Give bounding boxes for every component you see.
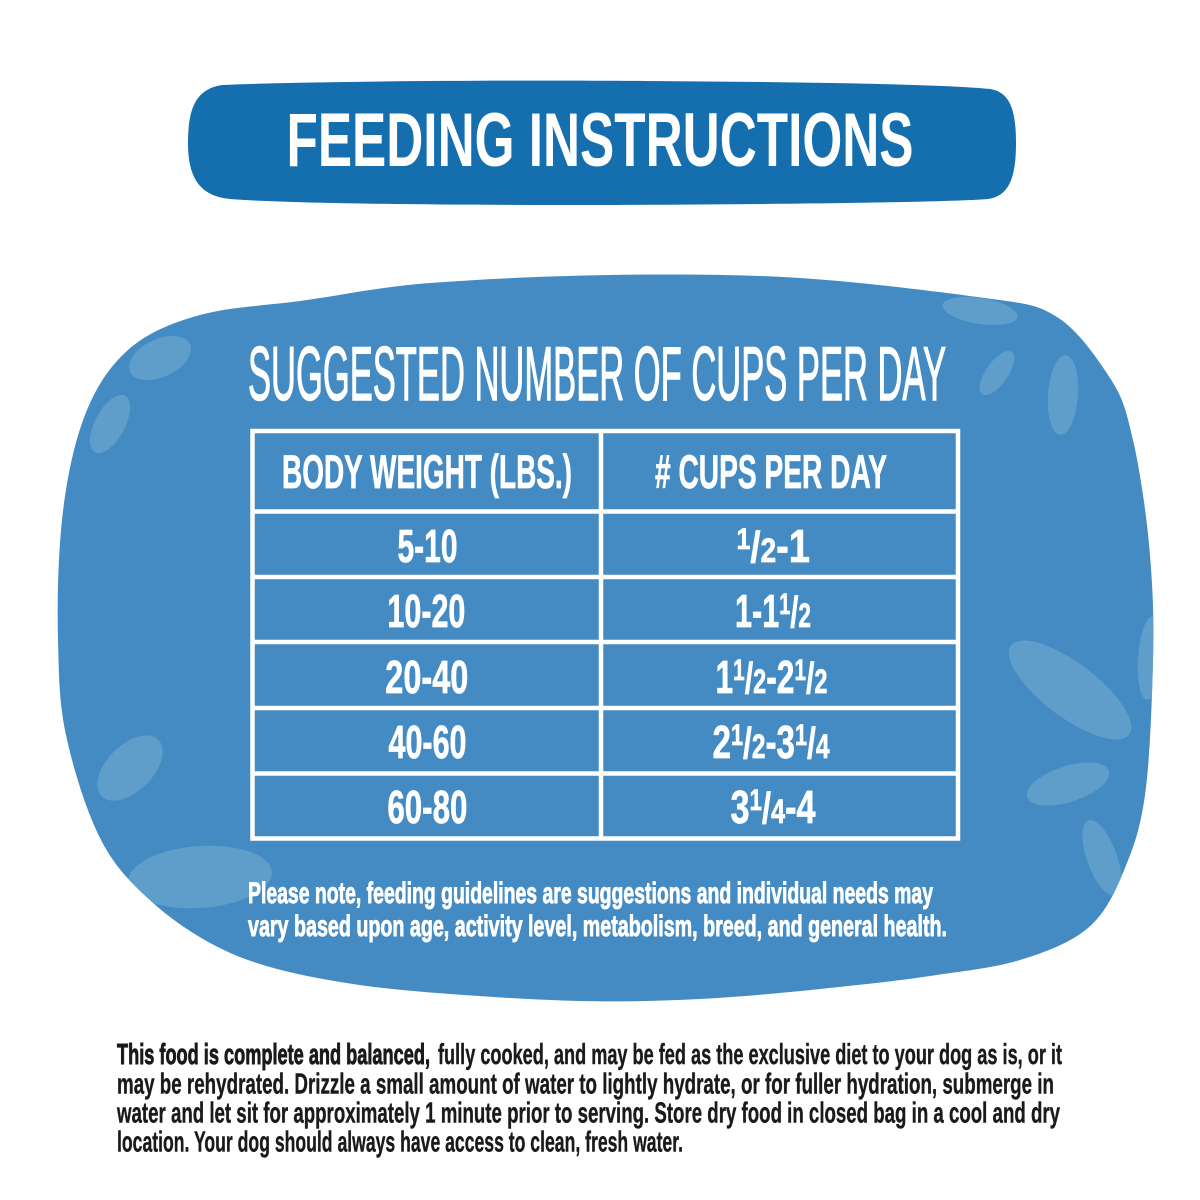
svg-text:FEEDING INSTRUCTIONS: FEEDING INSTRUCTIONS	[287, 98, 914, 183]
svg-text:21/2-31/4: 21/2-31/4	[713, 716, 830, 768]
svg-text:fully cooked, and may be fed a: fully cooked, and may be fed as the excl…	[438, 1039, 1062, 1071]
svg-text:location. Your dog should alwa: location. Your dog should always have ac…	[117, 1127, 683, 1159]
svg-text:11/2-21/2: 11/2-21/2	[716, 651, 828, 703]
svg-text:This food is complete and bala: This food is complete and balanced,	[117, 1039, 430, 1071]
svg-text:Please note, feeding guideline: Please note, feeding guidelines are sugg…	[248, 877, 933, 910]
svg-text:may be rehydrated. Drizzle a s: may be rehydrated. Drizzle a small amoun…	[117, 1068, 1054, 1100]
svg-text:10-20: 10-20	[387, 585, 465, 637]
svg-text:20-40: 20-40	[385, 651, 468, 703]
svg-text:# CUPS PER DAY: # CUPS PER DAY	[655, 445, 887, 498]
svg-text:60-80: 60-80	[387, 781, 467, 833]
svg-text:water and let sit for approxim: water and let sit for approximately 1 mi…	[116, 1098, 1060, 1130]
svg-text:40-60: 40-60	[389, 716, 467, 768]
svg-text:SUGGESTED NUMBER OF CUPS PER D: SUGGESTED NUMBER OF CUPS PER DAY	[248, 332, 946, 417]
svg-text:1/2-1: 1/2-1	[737, 520, 811, 572]
svg-text:5-10: 5-10	[398, 520, 458, 572]
svg-text:1-11/2: 1-11/2	[735, 585, 811, 637]
svg-text:31/4-4: 31/4-4	[731, 781, 816, 833]
svg-text:vary based upon age, activity: vary based upon age, activity level, met…	[248, 910, 947, 943]
svg-text:BODY WEIGHT (LBS.): BODY WEIGHT (LBS.)	[282, 445, 572, 498]
